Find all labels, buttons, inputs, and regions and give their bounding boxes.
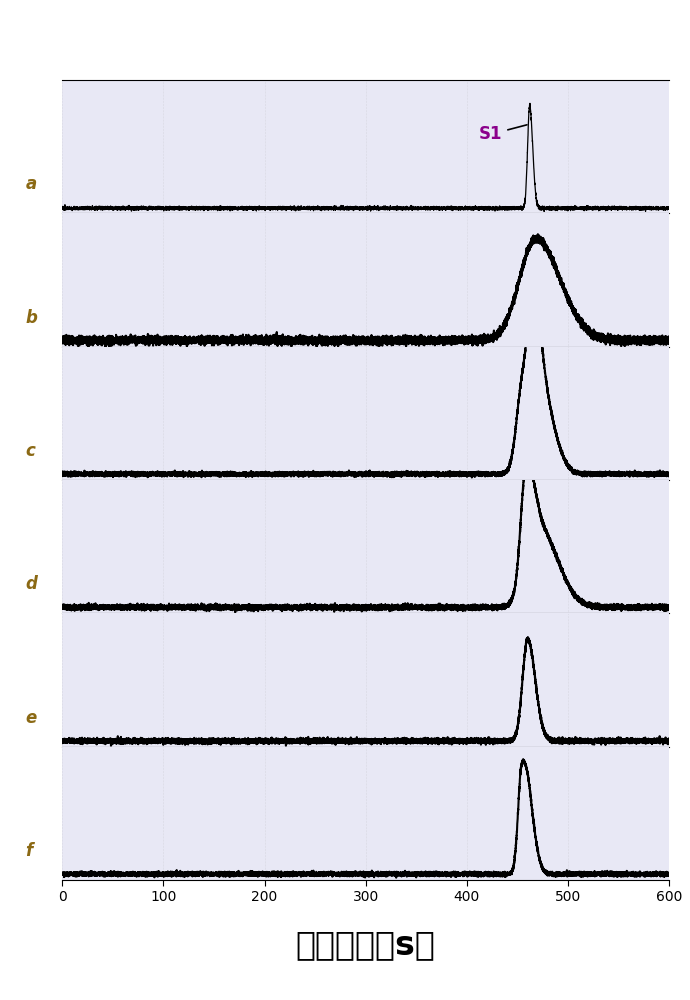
Text: c: c: [26, 442, 36, 460]
Text: 迁移时间（s）: 迁移时间（s）: [296, 928, 435, 962]
Text: S1: S1: [479, 125, 527, 143]
Text: b: b: [26, 309, 37, 327]
Text: e: e: [26, 709, 37, 727]
Text: f: f: [26, 842, 33, 860]
Text: d: d: [26, 575, 37, 593]
Text: a: a: [26, 175, 37, 193]
